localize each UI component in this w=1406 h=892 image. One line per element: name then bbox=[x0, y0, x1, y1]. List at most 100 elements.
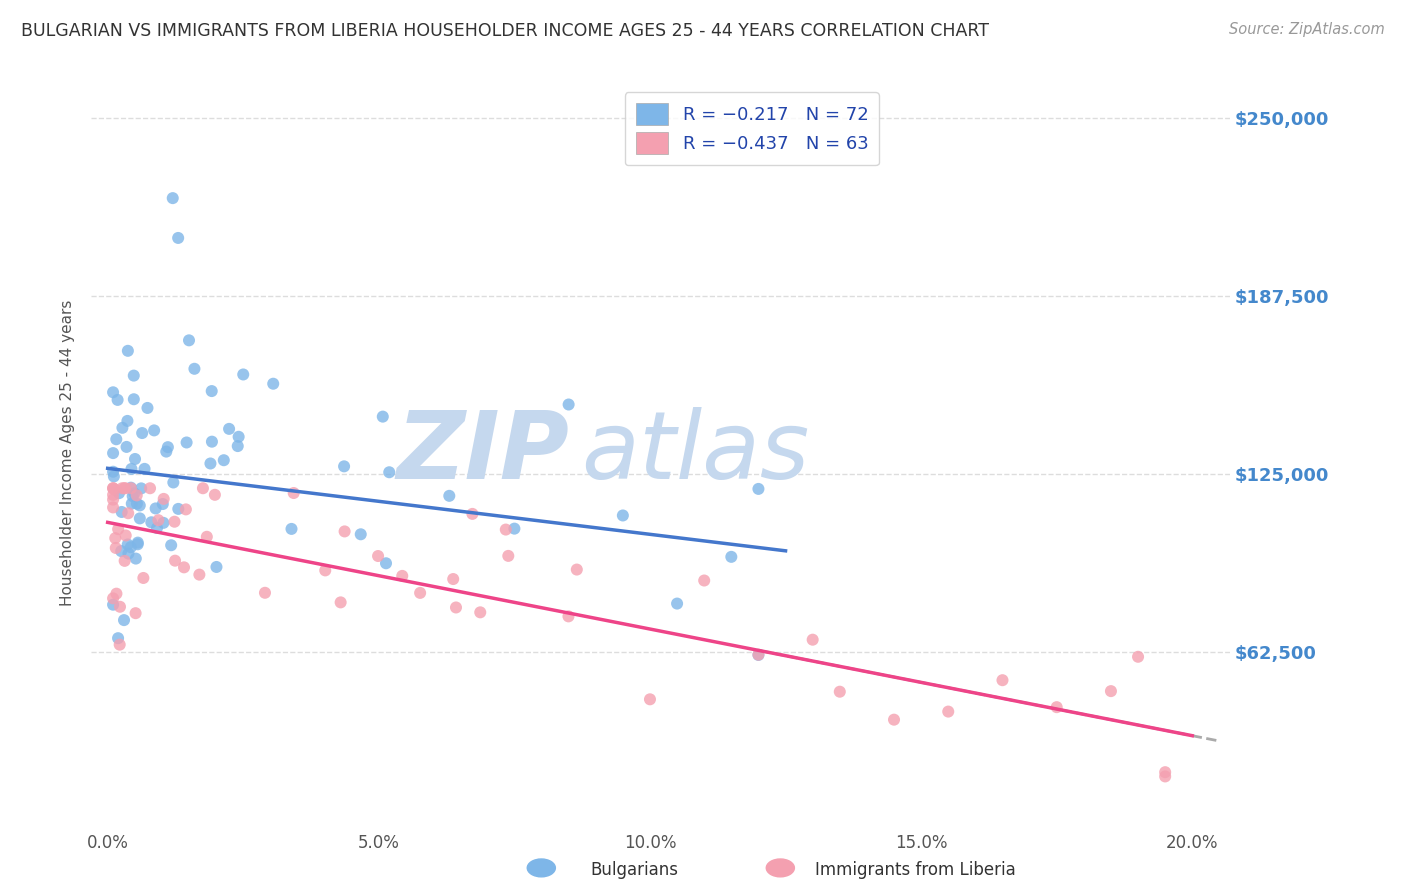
Point bbox=[495, 523, 517, 537]
Point bbox=[117, 414, 139, 428]
Point bbox=[498, 549, 520, 563]
Point bbox=[1154, 769, 1177, 783]
Point bbox=[367, 549, 389, 563]
Point bbox=[183, 361, 205, 376]
Point bbox=[107, 392, 129, 407]
Point bbox=[141, 516, 163, 530]
Point bbox=[204, 488, 226, 502]
Point bbox=[122, 392, 145, 407]
Point bbox=[117, 506, 139, 520]
Point bbox=[131, 425, 153, 440]
Point bbox=[177, 334, 200, 348]
Point bbox=[333, 524, 356, 539]
Point bbox=[107, 631, 129, 645]
Point bbox=[112, 481, 135, 495]
Point bbox=[693, 574, 716, 588]
Point bbox=[747, 482, 769, 496]
Point bbox=[120, 541, 142, 555]
Point bbox=[828, 684, 851, 698]
Point bbox=[132, 571, 155, 585]
Point bbox=[470, 605, 492, 619]
Point bbox=[155, 444, 177, 458]
Point bbox=[152, 516, 174, 530]
Point bbox=[127, 535, 149, 549]
Point bbox=[162, 191, 184, 205]
Point bbox=[101, 591, 124, 606]
Point bbox=[101, 500, 124, 515]
Point bbox=[226, 439, 249, 453]
Point bbox=[378, 465, 401, 479]
Point bbox=[350, 527, 373, 541]
Point bbox=[120, 481, 142, 495]
Point bbox=[105, 432, 128, 446]
Point bbox=[124, 606, 146, 620]
Point bbox=[108, 638, 131, 652]
Point bbox=[329, 595, 352, 609]
Point bbox=[444, 600, 467, 615]
Point bbox=[104, 541, 127, 555]
Point bbox=[167, 231, 190, 245]
Point bbox=[409, 586, 432, 600]
Point bbox=[129, 482, 152, 496]
Point bbox=[1099, 684, 1122, 698]
Text: Bulgarians: Bulgarians bbox=[591, 861, 679, 879]
Point bbox=[1126, 649, 1149, 664]
Point bbox=[103, 482, 125, 496]
Point bbox=[145, 501, 167, 516]
Point bbox=[121, 497, 143, 511]
Point bbox=[111, 481, 134, 495]
Point bbox=[101, 465, 124, 479]
Point bbox=[167, 502, 190, 516]
Point bbox=[110, 544, 132, 558]
Point bbox=[176, 435, 198, 450]
Point bbox=[747, 648, 769, 662]
Point bbox=[120, 481, 142, 495]
Point bbox=[105, 587, 128, 601]
Point bbox=[333, 459, 356, 474]
Point bbox=[108, 599, 131, 614]
Point bbox=[152, 491, 174, 506]
Point bbox=[121, 462, 143, 476]
Point bbox=[101, 481, 124, 495]
Point bbox=[283, 486, 305, 500]
Point bbox=[125, 551, 148, 566]
Point bbox=[107, 522, 129, 536]
Point bbox=[212, 453, 235, 467]
Point bbox=[461, 507, 484, 521]
Point bbox=[160, 538, 183, 552]
Point bbox=[117, 537, 139, 551]
Point bbox=[127, 537, 149, 551]
Legend: R = −0.217   N = 72, R = −0.437   N = 63: R = −0.217 N = 72, R = −0.437 N = 63 bbox=[624, 93, 879, 165]
Text: Source: ZipAtlas.com: Source: ZipAtlas.com bbox=[1229, 22, 1385, 37]
Point bbox=[114, 481, 136, 495]
Point bbox=[108, 486, 131, 500]
Point bbox=[371, 409, 394, 424]
Point bbox=[375, 556, 398, 570]
Point bbox=[101, 492, 124, 507]
Point bbox=[565, 563, 588, 577]
Point bbox=[136, 401, 159, 415]
Point bbox=[1154, 765, 1177, 780]
Point bbox=[128, 511, 150, 525]
Point bbox=[128, 499, 150, 513]
Point bbox=[1046, 700, 1069, 714]
Point bbox=[125, 497, 148, 511]
Point bbox=[146, 521, 169, 535]
Point bbox=[117, 343, 139, 358]
Point bbox=[439, 489, 461, 503]
Point bbox=[188, 567, 211, 582]
Text: atlas: atlas bbox=[581, 407, 810, 499]
Point bbox=[163, 515, 186, 529]
Point bbox=[557, 609, 579, 624]
Point bbox=[115, 440, 138, 454]
Text: ZIP: ZIP bbox=[396, 407, 569, 499]
Point bbox=[121, 489, 143, 503]
Point bbox=[936, 705, 959, 719]
Point bbox=[883, 713, 905, 727]
Point bbox=[201, 384, 224, 398]
Point bbox=[191, 481, 214, 495]
Point bbox=[111, 505, 134, 519]
Point bbox=[152, 497, 174, 511]
Point bbox=[253, 586, 276, 600]
Point bbox=[124, 452, 146, 467]
